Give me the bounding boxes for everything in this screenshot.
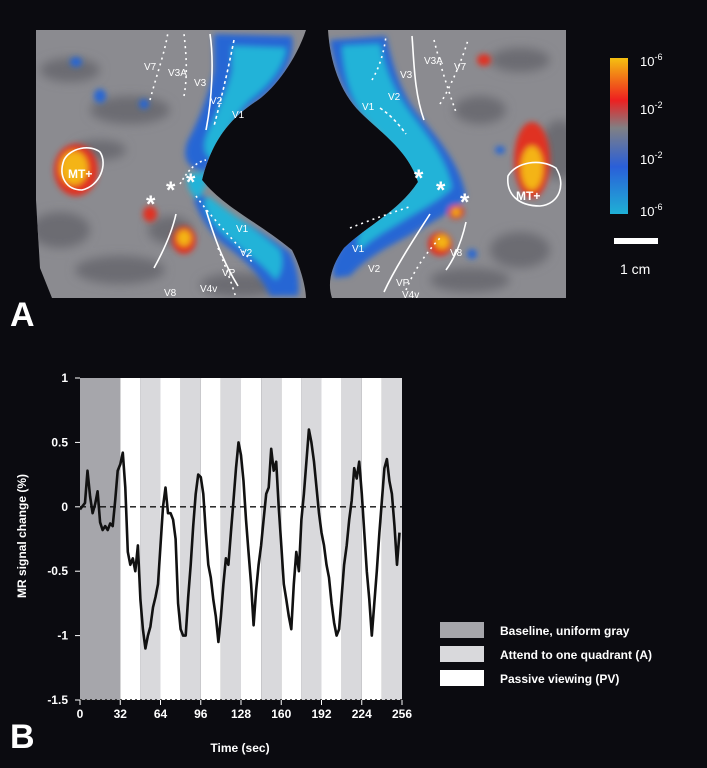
x-tick-label: 96 — [194, 707, 208, 721]
asterisk-marker: * — [186, 169, 196, 196]
panel-a: * * * * * * V7 V3A V3 V2 V1 MT+ V1 V2 VP… — [0, 0, 707, 340]
y-tick-label: -1 — [57, 629, 68, 643]
legend-label-baseline: Baseline, uniform gray — [500, 624, 630, 638]
signal-line — [78, 428, 401, 650]
colorbar-warm-segment — [610, 58, 628, 128]
y-tick-label: 0.5 — [51, 435, 68, 449]
label-v4v: V4v — [402, 290, 419, 301]
panel-letter-a: A — [10, 296, 35, 334]
visual-area-boundaries — [61, 31, 562, 299]
y-axis-label: MR signal change (%) — [15, 474, 29, 598]
axes: 0 32 64 96 128 160 192 224 256 1 0.5 0 -0.5 -1 -1.5 — [47, 371, 412, 721]
block-attend — [301, 378, 322, 700]
flattened-cortex-maps: * * * * * * V7 V3A V3 V2 V1 MT+ V1 V2 VP… — [36, 30, 662, 301]
block-passive — [160, 378, 181, 700]
signal-series — [78, 428, 401, 650]
asterisk-marker: * — [166, 177, 176, 204]
colorbar-label: 10-6 — [640, 52, 662, 69]
block-attend — [341, 378, 362, 700]
asterisk-marker: * — [414, 165, 424, 192]
asterisk-marker: * — [146, 191, 156, 218]
x-tick-label: 128 — [231, 707, 251, 721]
label-v1: V1 — [352, 244, 365, 255]
label-v3a: V3A — [424, 56, 443, 67]
label-vp: VP — [222, 268, 236, 279]
label-v3: V3 — [194, 78, 207, 89]
colorbar-label: 10-6 — [640, 202, 662, 219]
label-v2: V2 — [388, 92, 401, 103]
block-attend — [140, 378, 161, 700]
y-tick-label: -0.5 — [47, 564, 68, 578]
label-v7: V7 — [144, 62, 157, 73]
label-v4v: V4v — [200, 284, 217, 295]
colorbar-label: 10-2 — [640, 100, 662, 117]
x-tick-label: 192 — [311, 707, 331, 721]
label-v2: V2 — [368, 264, 381, 275]
legend-label-passive: Passive viewing (PV) — [500, 672, 619, 686]
scale-bar — [614, 238, 658, 244]
x-tick-label: 32 — [114, 707, 128, 721]
label-v1: V1 — [362, 102, 375, 113]
label-v2: V2 — [240, 248, 253, 259]
colorbar-label: 10-2 — [640, 150, 662, 167]
label-v1: V1 — [232, 110, 245, 121]
block-passive — [361, 378, 382, 700]
block-passive — [321, 378, 342, 700]
legend-swatch-baseline — [440, 622, 484, 638]
label-v3: V3 — [400, 70, 413, 81]
panel-letter-b: B — [10, 718, 35, 756]
block-passive — [200, 378, 221, 700]
asterisk-markers: * * * * * * — [146, 165, 470, 218]
label-v8: V8 — [164, 288, 177, 299]
condition-blocks — [80, 378, 402, 700]
block-passive — [120, 378, 141, 700]
x-tick-label: 160 — [271, 707, 291, 721]
block-baseline — [80, 378, 121, 700]
legend: Baseline, uniform gray Attend to one quad… — [440, 622, 652, 686]
x-tick-label: 64 — [154, 707, 168, 721]
legend-swatch-attend — [440, 646, 484, 662]
label-v8: V8 — [450, 248, 463, 259]
label-v7: V7 — [454, 62, 467, 73]
asterisk-marker: * — [436, 177, 446, 204]
colorbar-cool-segment — [610, 128, 628, 214]
label-v2: V2 — [210, 96, 223, 107]
y-tick-label: 0 — [61, 500, 68, 514]
left-area-labels: V7 V3A V3 V2 V1 MT+ V1 V2 VP V4v V8 — [68, 62, 253, 299]
label-v3a: V3A — [168, 68, 187, 79]
panel-b: 0 32 64 96 128 160 192 224 256 1 0.5 0 -0.5 -1 -1.5 Ba… — [0, 340, 707, 763]
y-tick-label: -1.5 — [47, 693, 68, 707]
right-area-labels: V3 V3A V7 V1 V2 MT+ V1 V2 VP V4v V8 — [352, 56, 540, 301]
label-vp: VP — [396, 278, 410, 289]
label-v1: V1 — [236, 224, 249, 235]
legend-swatch-passive — [440, 670, 484, 686]
colorbar-labels: 10-6 10-2 10-2 10-6 — [640, 52, 662, 219]
left-hemisphere-map — [36, 30, 306, 298]
p-value-colorbar — [610, 58, 628, 214]
x-tick-label: 224 — [352, 707, 372, 721]
x-tick-label: 256 — [392, 707, 412, 721]
block-attend — [261, 378, 282, 700]
label-mt: MT+ — [516, 189, 540, 203]
block-passive — [241, 378, 262, 700]
right-hemisphere-map — [328, 30, 566, 298]
signal-time-course-chart: 0 32 64 96 128 160 192 224 256 1 0.5 0 -0.5 -1 -1.5 Ba… — [15, 371, 652, 755]
block-attend — [180, 378, 201, 700]
x-tick-label: 0 — [77, 707, 84, 721]
scale-bar-label: 1 cm — [620, 261, 650, 277]
x-axis-label: Time (sec) — [210, 741, 269, 755]
y-tick-label: 1 — [61, 371, 68, 385]
block-passive — [281, 378, 302, 700]
legend-label-attend: Attend to one quadrant (A) — [500, 648, 652, 662]
label-mt: MT+ — [68, 167, 92, 181]
asterisk-marker: * — [460, 189, 470, 216]
